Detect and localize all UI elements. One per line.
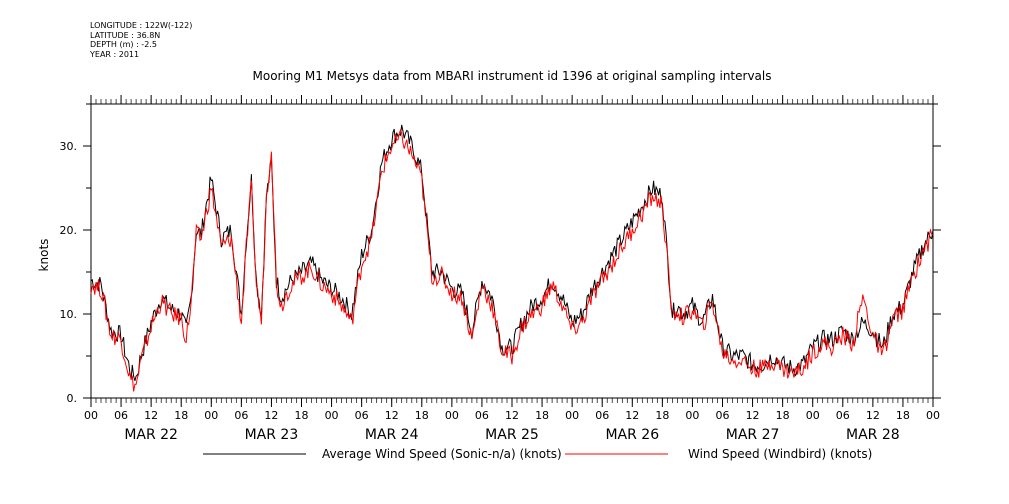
metadata-depth: DEPTH (m) : -2.5 bbox=[90, 40, 157, 49]
x-tick-label: 00 bbox=[204, 409, 218, 422]
legend-label-sonic: Average Wind Speed (Sonic-n/a) (knots) bbox=[322, 447, 562, 461]
y-tick-label: 20. bbox=[60, 224, 78, 237]
x-tick-label: 06 bbox=[355, 409, 369, 422]
x-tick-label: 18 bbox=[415, 409, 429, 422]
metadata-block: LONGITUDE : 122W(-122) LATITUDE : 36.8N … bbox=[90, 21, 192, 59]
y-axis: 0. 10. 20. 30. bbox=[60, 103, 941, 405]
x-tick-label: 18 bbox=[655, 409, 669, 422]
y-tick-label: 0. bbox=[67, 392, 78, 405]
x-day-label: MAR 27 bbox=[726, 427, 780, 443]
x-tick-label: 06 bbox=[836, 409, 850, 422]
x-day-label: MAR 28 bbox=[846, 427, 900, 443]
x-tick-label: 00 bbox=[84, 409, 98, 422]
legend-label-windbird: Wind Speed (Windbird) (knots) bbox=[688, 447, 872, 461]
x-tick-label: 00 bbox=[806, 409, 820, 422]
y-axis-label: knots bbox=[37, 239, 51, 272]
x-tick-label: 12 bbox=[144, 409, 158, 422]
x-tick-label: 00 bbox=[685, 409, 699, 422]
x-tick-label: 18 bbox=[174, 409, 188, 422]
metadata-longitude: LONGITUDE : 122W(-122) bbox=[90, 21, 193, 30]
x-tick-label: 12 bbox=[505, 409, 519, 422]
x-tick-label: 00 bbox=[565, 409, 579, 422]
x-tick-label: 06 bbox=[114, 409, 128, 422]
y-tick-label: 10. bbox=[60, 308, 78, 321]
series-group bbox=[90, 124, 934, 392]
x-tick-label: 18 bbox=[896, 409, 910, 422]
x-tick-label: 00 bbox=[325, 409, 339, 422]
legend: Average Wind Speed (Sonic-n/a) (knots) Wi… bbox=[203, 447, 872, 461]
x-tick-label: 06 bbox=[234, 409, 248, 422]
x-tick-label: 18 bbox=[776, 409, 790, 422]
x-day-label: MAR 24 bbox=[365, 427, 419, 443]
x-day-label: MAR 23 bbox=[245, 427, 299, 443]
x-tick-label: 12 bbox=[866, 409, 880, 422]
x-axis: 00 06 12 18 00 06 12 18 00 06 12 18 00 06 12 18 00 06 12 18… bbox=[84, 95, 940, 443]
x-tick-label: 00 bbox=[445, 409, 459, 422]
series-line-sonic bbox=[90, 124, 934, 382]
x-tick-label: 18 bbox=[535, 409, 549, 422]
series-line-windbird bbox=[90, 128, 933, 392]
x-tick-label: 06 bbox=[716, 409, 730, 422]
x-day-label: MAR 25 bbox=[485, 427, 539, 443]
x-tick-label: 06 bbox=[595, 409, 609, 422]
x-tick-label: 12 bbox=[385, 409, 399, 422]
x-tick-label: 06 bbox=[475, 409, 489, 422]
y-tick-label: 30. bbox=[60, 140, 78, 153]
x-tick-label: 12 bbox=[746, 409, 760, 422]
x-tick-label: 18 bbox=[295, 409, 309, 422]
x-tick-label: 00 bbox=[926, 409, 940, 422]
x-tick-label: 12 bbox=[264, 409, 278, 422]
metadata-year: YEAR : 2011 bbox=[90, 49, 140, 59]
x-day-label: MAR 22 bbox=[124, 427, 178, 443]
chart-title: Mooring M1 Metsys data from MBARI instru… bbox=[253, 69, 772, 83]
x-day-label: MAR 26 bbox=[605, 427, 659, 443]
metadata-latitude: LATITUDE : 36.8N bbox=[90, 30, 161, 40]
x-tick-label: 12 bbox=[625, 409, 639, 422]
